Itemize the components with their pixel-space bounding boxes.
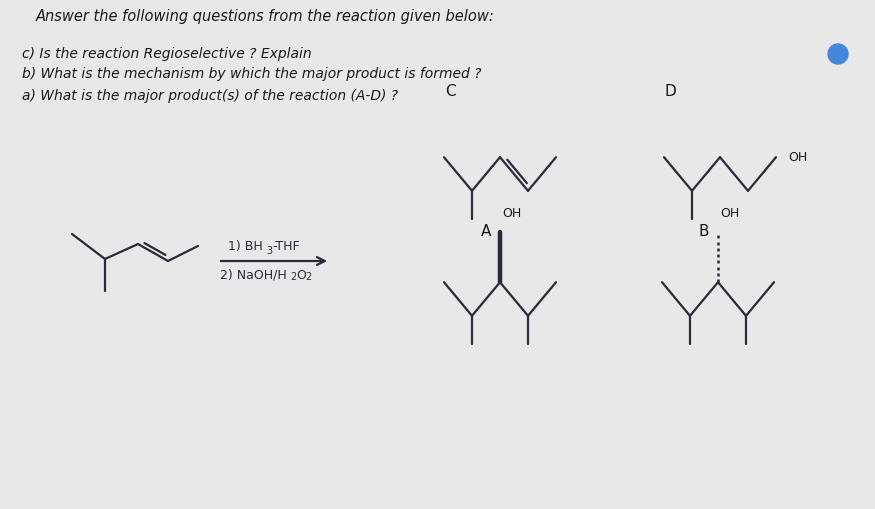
Text: O: O <box>296 269 306 282</box>
Text: c) Is the reaction Regioselective ? Explain: c) Is the reaction Regioselective ? Expl… <box>22 47 311 61</box>
Text: B: B <box>699 224 710 239</box>
Text: 2: 2 <box>290 272 297 282</box>
Text: OH: OH <box>720 207 739 220</box>
Text: 3: 3 <box>266 246 272 256</box>
Text: D: D <box>664 84 676 99</box>
Text: C: C <box>444 84 455 99</box>
Text: b) What is the mechanism by which the major product is formed ?: b) What is the mechanism by which the ma… <box>22 67 481 81</box>
Text: a) What is the major product(s) of the reaction (A-D) ?: a) What is the major product(s) of the r… <box>22 89 398 103</box>
Text: 2: 2 <box>305 272 312 282</box>
Text: -THF: -THF <box>272 240 299 253</box>
Text: OH: OH <box>788 151 808 164</box>
Text: OH: OH <box>502 207 522 220</box>
Circle shape <box>828 44 848 64</box>
Text: Answer the following questions from the reaction given below:: Answer the following questions from the … <box>36 9 494 24</box>
Text: 1) BH: 1) BH <box>228 240 262 253</box>
Text: A: A <box>481 224 491 239</box>
Text: 2) NaOH/H: 2) NaOH/H <box>220 269 287 282</box>
